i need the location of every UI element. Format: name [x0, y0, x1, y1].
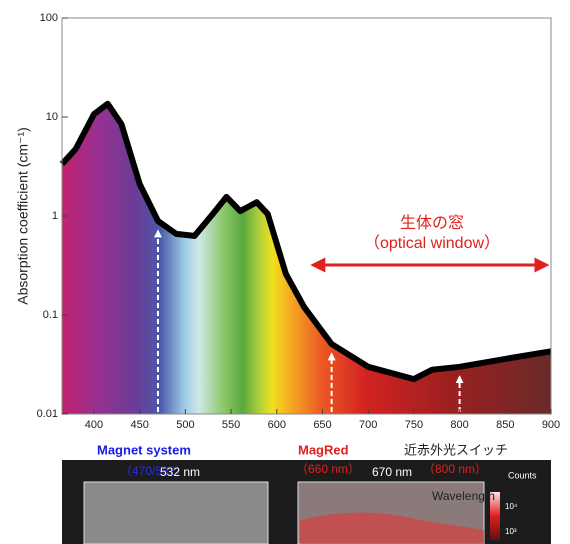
x-tick-label: 750 — [405, 419, 423, 431]
image-left — [84, 482, 268, 544]
panel-label: Magnet system — [97, 442, 191, 457]
figure: 0.01 0.1 1 10 100 400 450 500 550 600 650 700 750 800… — [0, 0, 570, 544]
x-tick-label: 700 — [359, 419, 377, 431]
y-tick-label: 1 — [52, 210, 58, 222]
x-tick-label: 600 — [268, 419, 286, 431]
x-tick-label: 900 — [542, 419, 560, 431]
image-panel: Magnet system MagRed 近赤外光スイッチ （470/532） … — [62, 442, 551, 544]
panel-sublabel: （800 nm） — [423, 462, 487, 476]
window-title: 生体の窓 — [400, 214, 464, 232]
image-label: 670 nm — [372, 465, 412, 479]
scale-label: 10⁴ — [505, 502, 518, 511]
y-tick-label: 100 — [40, 12, 58, 24]
y-axis-label: Absorption coefficient (cm⁻¹) — [15, 127, 31, 305]
x-tick-label: 850 — [496, 419, 514, 431]
wavelength-label: Wavelength — [432, 489, 495, 503]
y-tick-label: 0.01 — [37, 408, 58, 420]
y-tick-label: 0.1 — [43, 309, 58, 321]
x-tick-label: 450 — [131, 419, 149, 431]
y-tick-label: 10 — [46, 111, 58, 123]
panel-sublabel: （660 nm） — [296, 462, 360, 476]
x-tick-label: 400 — [85, 419, 103, 431]
scale-label: 10³ — [505, 527, 517, 536]
counts-label: Counts — [508, 470, 537, 480]
panel-label: MagRed — [298, 442, 349, 457]
x-tick-label: 550 — [222, 419, 240, 431]
spectrum-area — [62, 104, 551, 414]
x-tick-label: 500 — [176, 419, 194, 431]
image-label: 532 nm — [160, 465, 200, 479]
x-tick-label: 800 — [450, 419, 468, 431]
plot: 0.01 0.1 1 10 100 400 450 500 550 600 650 700 750 800… — [37, 12, 561, 431]
x-tick-label: 650 — [313, 419, 331, 431]
panel-label: 近赤外光スイッチ — [404, 442, 508, 457]
window-subtitle: （optical window） — [364, 234, 500, 252]
